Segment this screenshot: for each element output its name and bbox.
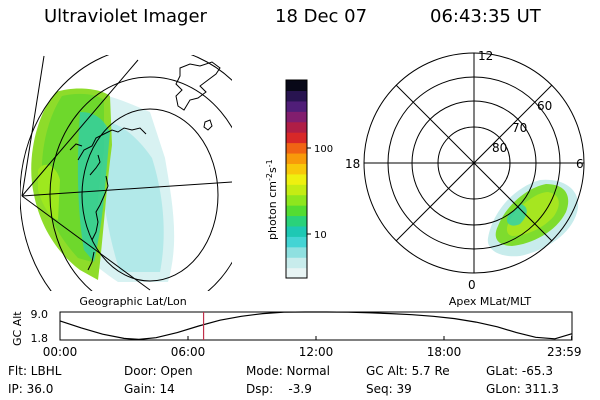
colorbar-swatch — [286, 215, 307, 227]
colorbar-swatch — [286, 100, 307, 112]
colorbar-swatch — [286, 111, 307, 123]
dsp-info: Dsp: -3.9 — [246, 382, 312, 396]
mlt-label-0: 0 — [468, 278, 476, 292]
colorbar-swatch — [286, 225, 307, 237]
polar-grid — [363, 52, 585, 274]
gc-alt-info: GC Alt: 5.7 Re — [366, 364, 450, 378]
colorbar-swatch — [286, 236, 307, 248]
colorbar-swatch — [286, 163, 307, 175]
glat-info: GLat: -65.3 — [486, 364, 553, 378]
y-axis-label: GC Alt — [11, 311, 24, 346]
mode-info: Mode: Normal — [246, 364, 330, 378]
filter-info: Flt: LBHL — [8, 364, 62, 378]
x-tick-label: 12:00 — [299, 345, 334, 359]
colorbar-swatch — [286, 184, 307, 196]
polar-map: 12 18 6 0 60 70 80 — [345, 49, 585, 292]
colorbar — [286, 80, 307, 279]
colorbar-frame — [285, 79, 308, 279]
glon-info: GLon: 311.3 — [486, 382, 559, 396]
aurora-geo-image — [31, 88, 175, 283]
colorbar-swatch — [286, 173, 307, 185]
colorbar-swatch — [286, 257, 307, 269]
colorbar-swatch — [286, 267, 307, 279]
instrument-title: Ultraviolet Imager — [44, 6, 207, 27]
x-tick-label: 00:00 — [43, 345, 78, 359]
colorbar-swatch — [286, 142, 307, 154]
x-tick-label: 23:59 — [547, 345, 582, 359]
coastlines — [69, 61, 221, 271]
colorbar-swatch — [286, 152, 307, 164]
colorbar-unit-label: photon cm-2s-1 — [265, 159, 279, 240]
colorbar-tick-label: 10 — [314, 230, 327, 241]
colorbar-swatch — [286, 194, 307, 206]
colorbar-swatch — [286, 90, 307, 102]
colorbar-tick-label: 100 — [314, 144, 333, 155]
colorbar-swatch — [286, 121, 307, 133]
time-label: 06:43:35 UT — [430, 6, 541, 27]
lat-label-70: 70 — [512, 121, 527, 135]
altitude-plot: 9.0 1.8 GC Alt 00:00 06:00 12:00 18:00 23:59 — [11, 308, 582, 359]
y-tick-label: 9.0 — [31, 308, 49, 321]
colorbar-swatch — [286, 205, 307, 217]
lat-label-60: 60 — [537, 99, 552, 113]
mlt-label-12: 12 — [478, 49, 493, 63]
x-axis-ticks: 00:00 06:00 12:00 18:00 23:59 — [43, 336, 582, 359]
lat-label-80: 80 — [492, 141, 507, 155]
polar-map-caption: Apex MLat/MLT — [449, 295, 532, 308]
mlt-label-18: 18 — [345, 157, 360, 171]
door-info: Door: Open — [124, 364, 193, 378]
date-label: 18 Dec 07 — [275, 6, 368, 27]
y-tick-label: 1.8 — [31, 332, 49, 345]
geographic-map — [20, 55, 232, 291]
ip-info: IP: 36.0 — [8, 382, 54, 396]
colorbar-swatch — [286, 80, 307, 92]
map-grid — [20, 55, 232, 291]
colorbar-swatch — [286, 132, 307, 144]
mlt-label-6: 6 — [576, 157, 584, 171]
geo-map-caption: Geographic Lat/Lon — [79, 295, 186, 308]
x-tick-label: 06:00 — [171, 345, 206, 359]
gain-info: Gain: 14 — [124, 382, 175, 396]
colorbar-swatch — [286, 246, 307, 258]
altitude-series-line — [59, 311, 572, 341]
seq-info: Seq: 39 — [366, 382, 412, 396]
x-tick-label: 18:00 — [427, 345, 462, 359]
